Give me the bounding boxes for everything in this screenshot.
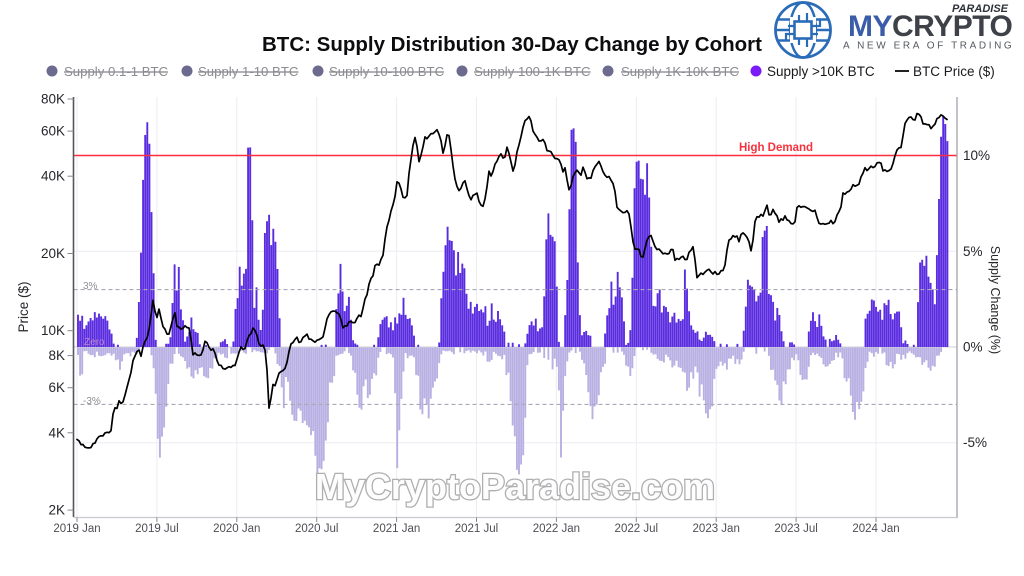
svg-text:Supply 0.1-1 BTC: Supply 0.1-1 BTC [64,64,169,79]
svg-text:MYCRYPTO: MYCRYPTO [848,10,1013,43]
svg-text:4K: 4K [48,425,65,440]
svg-text:2024 Jan: 2024 Jan [852,523,899,535]
svg-text:2020 Jul: 2020 Jul [295,523,338,535]
svg-text:2022 Jan: 2022 Jan [533,523,580,535]
svg-text:Price ($): Price ($) [16,281,31,332]
svg-text:0%: 0% [963,340,983,355]
svg-text:10K: 10K [41,323,65,338]
svg-text:6K: 6K [48,380,65,395]
svg-text:Zero: Zero [84,337,105,348]
svg-text:Supply 1K-10K BTC: Supply 1K-10K BTC [621,64,739,79]
svg-text:40K: 40K [41,169,65,184]
svg-text:High Demand: High Demand [739,142,813,154]
svg-text:8K: 8K [48,348,65,363]
svg-text:BTC Price ($): BTC Price ($) [913,64,995,79]
svg-text:Supply >10K BTC: Supply >10K BTC [767,64,875,79]
svg-text:Supply Change (%): Supply Change (%) [988,246,1002,354]
svg-text:Supply 1-10 BTC: Supply 1-10 BTC [198,64,299,79]
svg-text:PARADISE: PARADISE [952,3,1009,15]
svg-text:2021 Jul: 2021 Jul [455,523,498,535]
svg-text:2K: 2K [48,503,65,518]
svg-text:2020 Jan: 2020 Jan [213,523,260,535]
svg-text:5%: 5% [963,244,983,259]
svg-text:2023 Jul: 2023 Jul [774,523,817,535]
svg-text:2021 Jan: 2021 Jan [373,523,420,535]
svg-text:2019 Jan: 2019 Jan [53,523,100,535]
svg-text:Supply 100-1K BTC: Supply 100-1K BTC [474,64,591,79]
svg-text:20K: 20K [41,246,65,261]
svg-text:A NEW ERA OF TRADING: A NEW ERA OF TRADING [843,41,1014,52]
svg-text:10%: 10% [963,148,990,163]
svg-text:-5%: -5% [963,435,987,450]
svg-text:MyCryptoParadise.com: MyCryptoParadise.com [315,466,715,507]
svg-text:60K: 60K [41,124,65,139]
svg-text:2022 Jul: 2022 Jul [615,523,658,535]
svg-text:2023 Jan: 2023 Jan [693,523,740,535]
svg-text:BTC: Supply Distribution 30-Da: BTC: Supply Distribution 30-Day Change b… [262,33,762,56]
svg-text:80K: 80K [41,92,65,107]
svg-text:2019 Jul: 2019 Jul [135,523,178,535]
svg-text:3%: 3% [83,281,98,292]
svg-text:Supply 10-100 BTC: Supply 10-100 BTC [329,64,445,79]
svg-text:-3%: -3% [83,396,101,407]
